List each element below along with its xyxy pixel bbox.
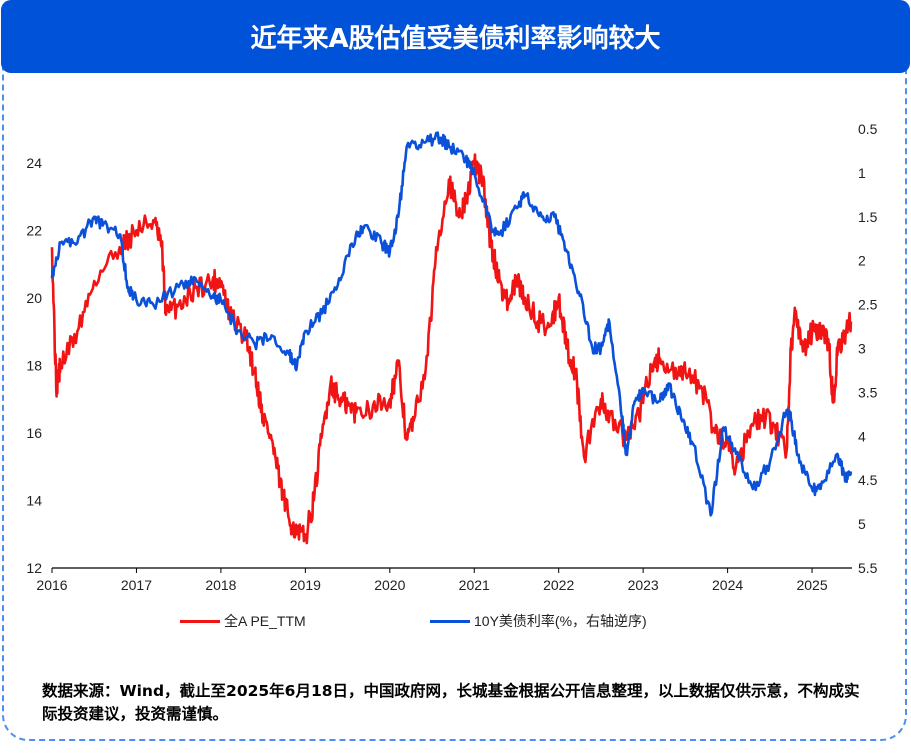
legend-item-ust: 10Y美债利率(%，右轴逆序) [430, 611, 647, 631]
legend-label-pe: 全A PE_TTM [224, 613, 306, 629]
y-right-tick-label: 3.5 [858, 384, 878, 400]
y-left-tick-label: 12 [26, 560, 42, 576]
x-tick-label: 2025 [796, 577, 827, 593]
chart-title: 近年来A股估值受美债利率影响较大 [1, 0, 910, 73]
y-right-tick-label: 4 [858, 428, 866, 444]
legend-item-pe: 全A PE_TTM [180, 611, 306, 631]
x-tick-label: 2018 [205, 577, 236, 593]
source-footnote: 数据来源：Wind，截止至2025年6月18日，中国政府网，长城基金根据公开信息… [42, 682, 860, 723]
x-tick-label: 2017 [121, 577, 152, 593]
y-left-tick-label: 22 [26, 222, 42, 238]
y-right-tick-label: 3 [858, 341, 866, 357]
series-line-pe-ttm [50, 153, 853, 545]
y-right-tick-label: 0.5 [858, 121, 878, 137]
x-tick-label: 2020 [374, 577, 405, 593]
y-left-tick-label: 24 [26, 155, 42, 171]
chart-svg: 2016 2017 2018 2019 2020 2021 2022 2023 2024 2025… [26, 121, 878, 593]
x-tick-label: 2021 [459, 577, 490, 593]
series-line-ust-10y [50, 131, 853, 517]
y-right-tick-label: 2.5 [858, 297, 878, 313]
x-tick-label: 2016 [36, 577, 67, 593]
y-right-tick-label: 2 [858, 253, 866, 269]
y-left-tick-label: 14 [26, 492, 42, 508]
x-tick-label: 2024 [712, 577, 743, 593]
x-tick-label: 2023 [628, 577, 659, 593]
x-tick-label: 2022 [543, 577, 574, 593]
legend-swatch-pe [180, 619, 220, 623]
x-tick-label: 2019 [290, 577, 321, 593]
dashed-border [2, 30, 907, 741]
y-right-tick-label: 5.5 [858, 560, 878, 576]
y-right-tick-label: 4.5 [858, 472, 878, 488]
legend-label-ust: 10Y美债利率(%，右轴逆序) [474, 613, 647, 629]
y-right-tick-label: 1.5 [858, 209, 878, 225]
y-left-tick-label: 20 [26, 290, 42, 306]
y-left-tick-label: 16 [26, 425, 42, 441]
legend-swatch-ust [430, 619, 470, 623]
y-right-tick-label: 5 [858, 516, 866, 532]
y-right-tick-label: 1 [858, 165, 866, 181]
y-left-tick-label: 18 [26, 357, 42, 373]
